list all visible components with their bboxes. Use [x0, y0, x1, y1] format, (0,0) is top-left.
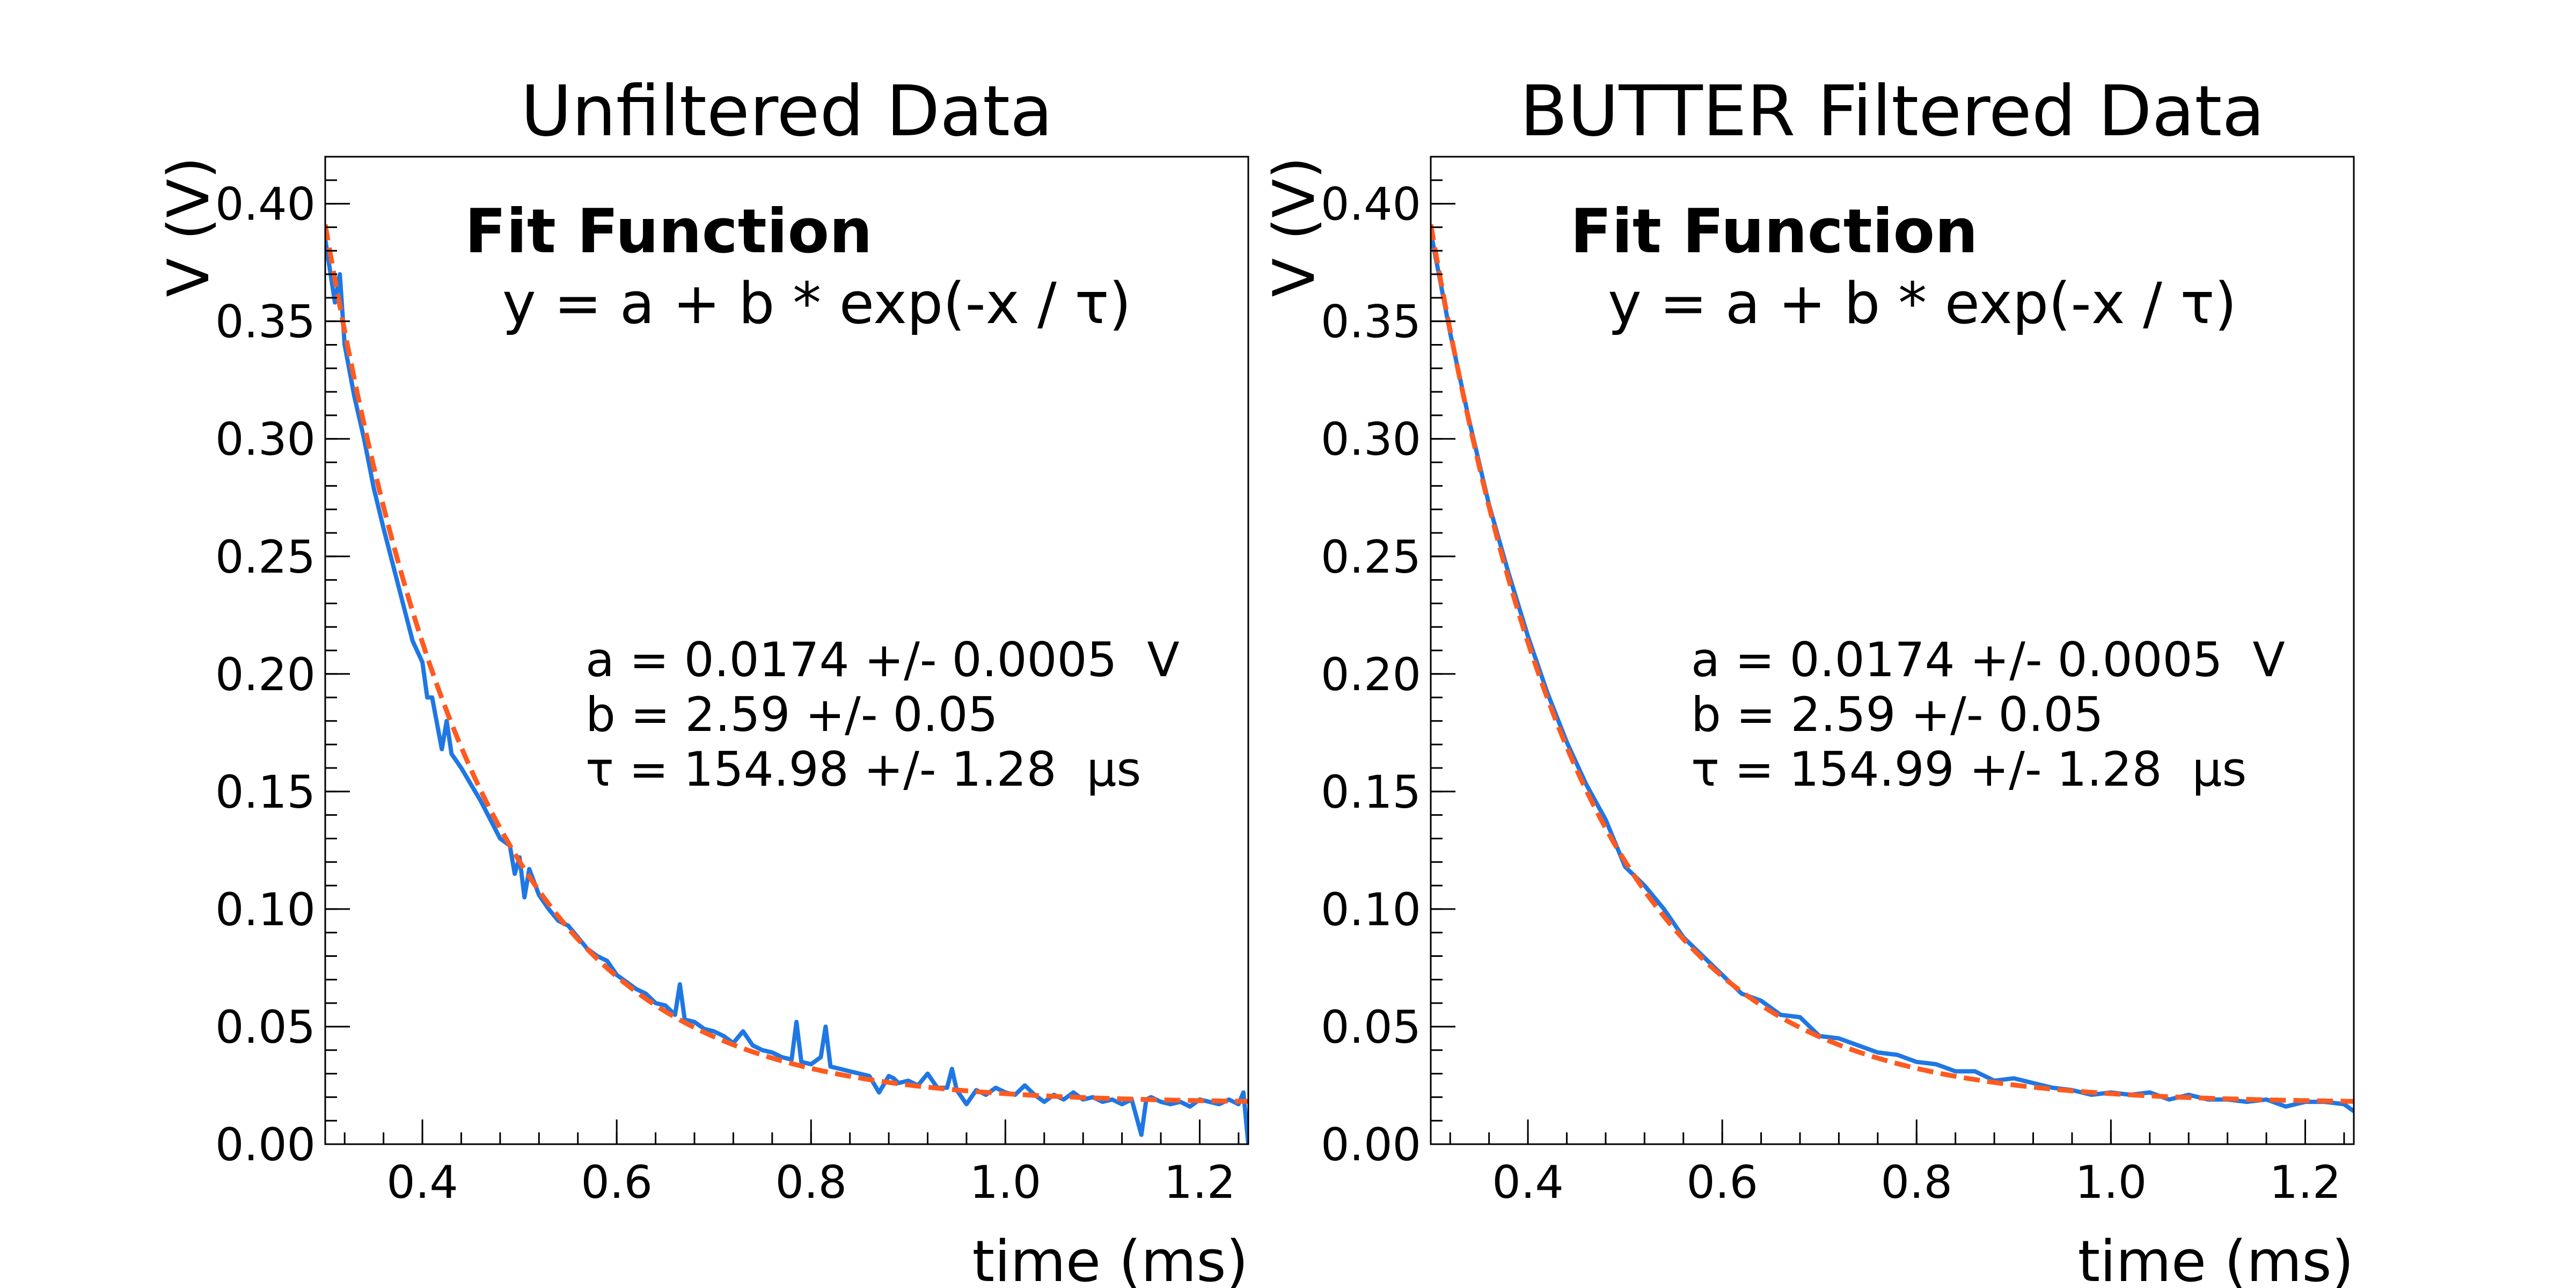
unfiltered-fit-heading: Fit Function — [465, 196, 873, 267]
butter-filtered-title: BUTTER Filtered Data — [1520, 70, 2265, 152]
butter-filtered-fit-param: τ = 154.99 +/- 1.28 µs — [1691, 742, 2246, 797]
unfiltered-y-tick-label: 0.20 — [215, 648, 316, 701]
butter-filtered-fit-param: a = 0.0174 +/- 0.0005 V — [1691, 632, 2285, 687]
butter-filtered-y-tick-label: 0.15 — [1321, 766, 1421, 818]
butter-filtered-y-tick-label: 0.30 — [1321, 413, 1421, 466]
unfiltered-y-axis-label: V (V) — [156, 157, 222, 297]
butter-filtered-x-tick-label: 0.4 — [1492, 1156, 1564, 1209]
unfiltered-fit-param: b = 2.59 +/- 0.05 — [586, 687, 998, 742]
unfiltered-fit-formula: y = a + b * exp(-x / τ) — [502, 270, 1131, 336]
butter-filtered-y-tick-label: 0.25 — [1321, 531, 1421, 583]
unfiltered-x-tick-label: 0.4 — [386, 1156, 458, 1209]
unfiltered-x-tick-label: 0.6 — [581, 1156, 653, 1209]
butter-filtered-x-tick-label: 1.2 — [2270, 1156, 2341, 1209]
butter-filtered-fit-curve — [1431, 224, 2354, 1104]
butter-filtered-y-tick-label: 0.40 — [1321, 178, 1421, 231]
butter-filtered-y-tick-label: 0.00 — [1321, 1118, 1421, 1171]
butter-filtered-y-tick-label: 0.35 — [1321, 296, 1421, 348]
butter-filtered-plot-area — [1431, 224, 2354, 1113]
butter-filtered-fit-formula: y = a + b * exp(-x / τ) — [1608, 270, 2237, 336]
unfiltered-title: Unfiltered Data — [521, 70, 1052, 152]
unfiltered-panel: Unfiltered Data 0.00 0.05 0.10 0.15 0.20 0.25 0… — [156, 70, 1249, 1288]
butter-filtered-y-tick-label: 0.05 — [1321, 1001, 1421, 1053]
unfiltered-y-tick-label: 0.00 — [215, 1118, 316, 1171]
unfiltered-y-tick-label: 0.05 — [215, 1001, 316, 1053]
butter-filtered-y-tick-label: 0.10 — [1321, 883, 1421, 936]
butter-filtered-x-tick-label: 0.6 — [1686, 1156, 1758, 1209]
butter-filtered-x-axis-label: time (ms) — [2078, 1228, 2354, 1288]
unfiltered-fit-curve — [325, 224, 1248, 1104]
unfiltered-plot-area — [325, 224, 1248, 1144]
butter-filtered-x-tick-label: 0.8 — [1880, 1156, 1952, 1209]
unfiltered-x-tick-label: 0.8 — [775, 1156, 847, 1209]
unfiltered-y-tick-label: 0.10 — [215, 883, 316, 936]
butter-filtered-y-axis-label: V (V) — [1261, 157, 1327, 297]
unfiltered-y-tick-label: 0.30 — [215, 413, 316, 466]
unfiltered-fit-param: τ = 154.98 +/- 1.28 µs — [586, 742, 1141, 797]
unfiltered-y-tick-label: 0.25 — [215, 531, 316, 583]
unfiltered-y-tick-label: 0.15 — [215, 766, 316, 818]
butter-filtered-fit-heading: Fit Function — [1570, 196, 1978, 267]
unfiltered-x-tick-label: 1.2 — [1164, 1156, 1236, 1209]
butter-filtered-x-tick-label: 1.0 — [2075, 1156, 2147, 1209]
butter-filtered-fit-param: b = 2.59 +/- 0.05 — [1691, 687, 2104, 742]
unfiltered-y-tick-label: 0.35 — [215, 296, 316, 348]
unfiltered-x-tick-label: 1.0 — [970, 1156, 1042, 1209]
unfiltered-x-axis-label: time (ms) — [972, 1228, 1248, 1288]
butter-filtered-panel: BUTTER Filtered Data 0.00 0.05 0.10 0.15 0.20… — [1261, 70, 2355, 1288]
butter-filtered-y-tick-label: 0.20 — [1321, 648, 1421, 701]
unfiltered-fit-param: a = 0.0174 +/- 0.0005 V — [586, 632, 1180, 687]
unfiltered-y-tick-label: 0.40 — [215, 178, 316, 231]
